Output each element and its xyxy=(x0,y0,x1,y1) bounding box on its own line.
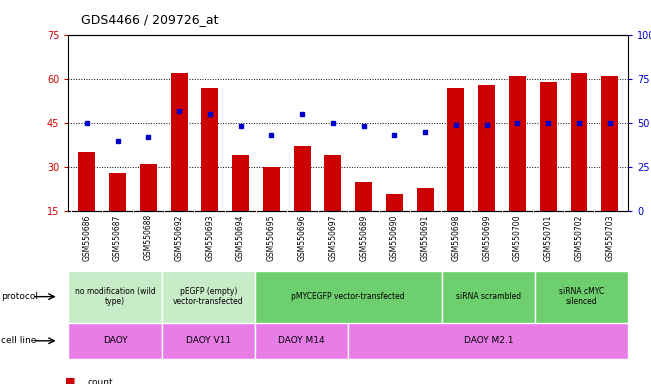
Text: DAOY: DAOY xyxy=(103,336,128,345)
Bar xyxy=(535,271,628,323)
Text: GSM550702: GSM550702 xyxy=(574,214,583,261)
Text: GSM550696: GSM550696 xyxy=(298,214,307,261)
Bar xyxy=(441,271,535,323)
Text: DAOY V11: DAOY V11 xyxy=(186,336,231,345)
Text: GSM550695: GSM550695 xyxy=(267,214,276,261)
Text: DAOY M2.1: DAOY M2.1 xyxy=(464,336,513,345)
Text: ■: ■ xyxy=(65,377,76,384)
Bar xyxy=(386,194,403,255)
Bar xyxy=(255,271,441,323)
Text: GSM550700: GSM550700 xyxy=(513,214,522,261)
Bar xyxy=(294,146,311,255)
Text: GSM550689: GSM550689 xyxy=(359,214,368,261)
Text: count: count xyxy=(88,377,113,384)
Bar xyxy=(140,164,157,255)
Text: GSM550687: GSM550687 xyxy=(113,214,122,261)
Bar xyxy=(255,323,348,359)
Bar xyxy=(355,182,372,255)
Bar xyxy=(324,155,341,255)
Text: GSM550694: GSM550694 xyxy=(236,214,245,261)
Bar xyxy=(602,76,618,255)
Text: DAOY M14: DAOY M14 xyxy=(279,336,325,345)
Text: GSM550697: GSM550697 xyxy=(328,214,337,261)
Bar xyxy=(509,76,526,255)
Bar xyxy=(447,88,464,255)
Text: siRNA cMYC
silenced: siRNA cMYC silenced xyxy=(559,287,604,306)
Bar xyxy=(109,173,126,255)
Text: GDS4466 / 209726_at: GDS4466 / 209726_at xyxy=(81,13,219,26)
Bar xyxy=(570,73,587,255)
Bar xyxy=(161,323,255,359)
Bar xyxy=(263,167,280,255)
Text: GSM550691: GSM550691 xyxy=(421,214,430,261)
Text: cell line: cell line xyxy=(1,336,36,345)
Bar xyxy=(540,82,557,255)
Bar xyxy=(68,271,161,323)
Text: siRNA scrambled: siRNA scrambled xyxy=(456,292,521,301)
Text: protocol: protocol xyxy=(1,292,38,301)
Bar xyxy=(201,88,218,255)
Text: GSM550690: GSM550690 xyxy=(390,214,399,261)
Bar xyxy=(171,73,187,255)
Bar xyxy=(68,323,161,359)
Bar xyxy=(348,323,628,359)
Bar xyxy=(78,152,95,255)
Bar xyxy=(161,271,255,323)
Text: GSM550699: GSM550699 xyxy=(482,214,492,261)
Text: GSM550693: GSM550693 xyxy=(205,214,214,261)
Text: GSM550701: GSM550701 xyxy=(544,214,553,261)
Text: no modification (wild
type): no modification (wild type) xyxy=(75,287,156,306)
Text: GSM550692: GSM550692 xyxy=(174,214,184,261)
Text: GSM550703: GSM550703 xyxy=(605,214,615,261)
Text: GSM550698: GSM550698 xyxy=(451,214,460,261)
Bar xyxy=(417,188,434,255)
Bar xyxy=(232,155,249,255)
Text: GSM550688: GSM550688 xyxy=(144,214,153,260)
Text: pEGFP (empty)
vector-transfected: pEGFP (empty) vector-transfected xyxy=(173,287,243,306)
Text: GSM550686: GSM550686 xyxy=(82,214,91,261)
Text: pMYCEGFP vector-transfected: pMYCEGFP vector-transfected xyxy=(292,292,405,301)
Bar xyxy=(478,84,495,255)
